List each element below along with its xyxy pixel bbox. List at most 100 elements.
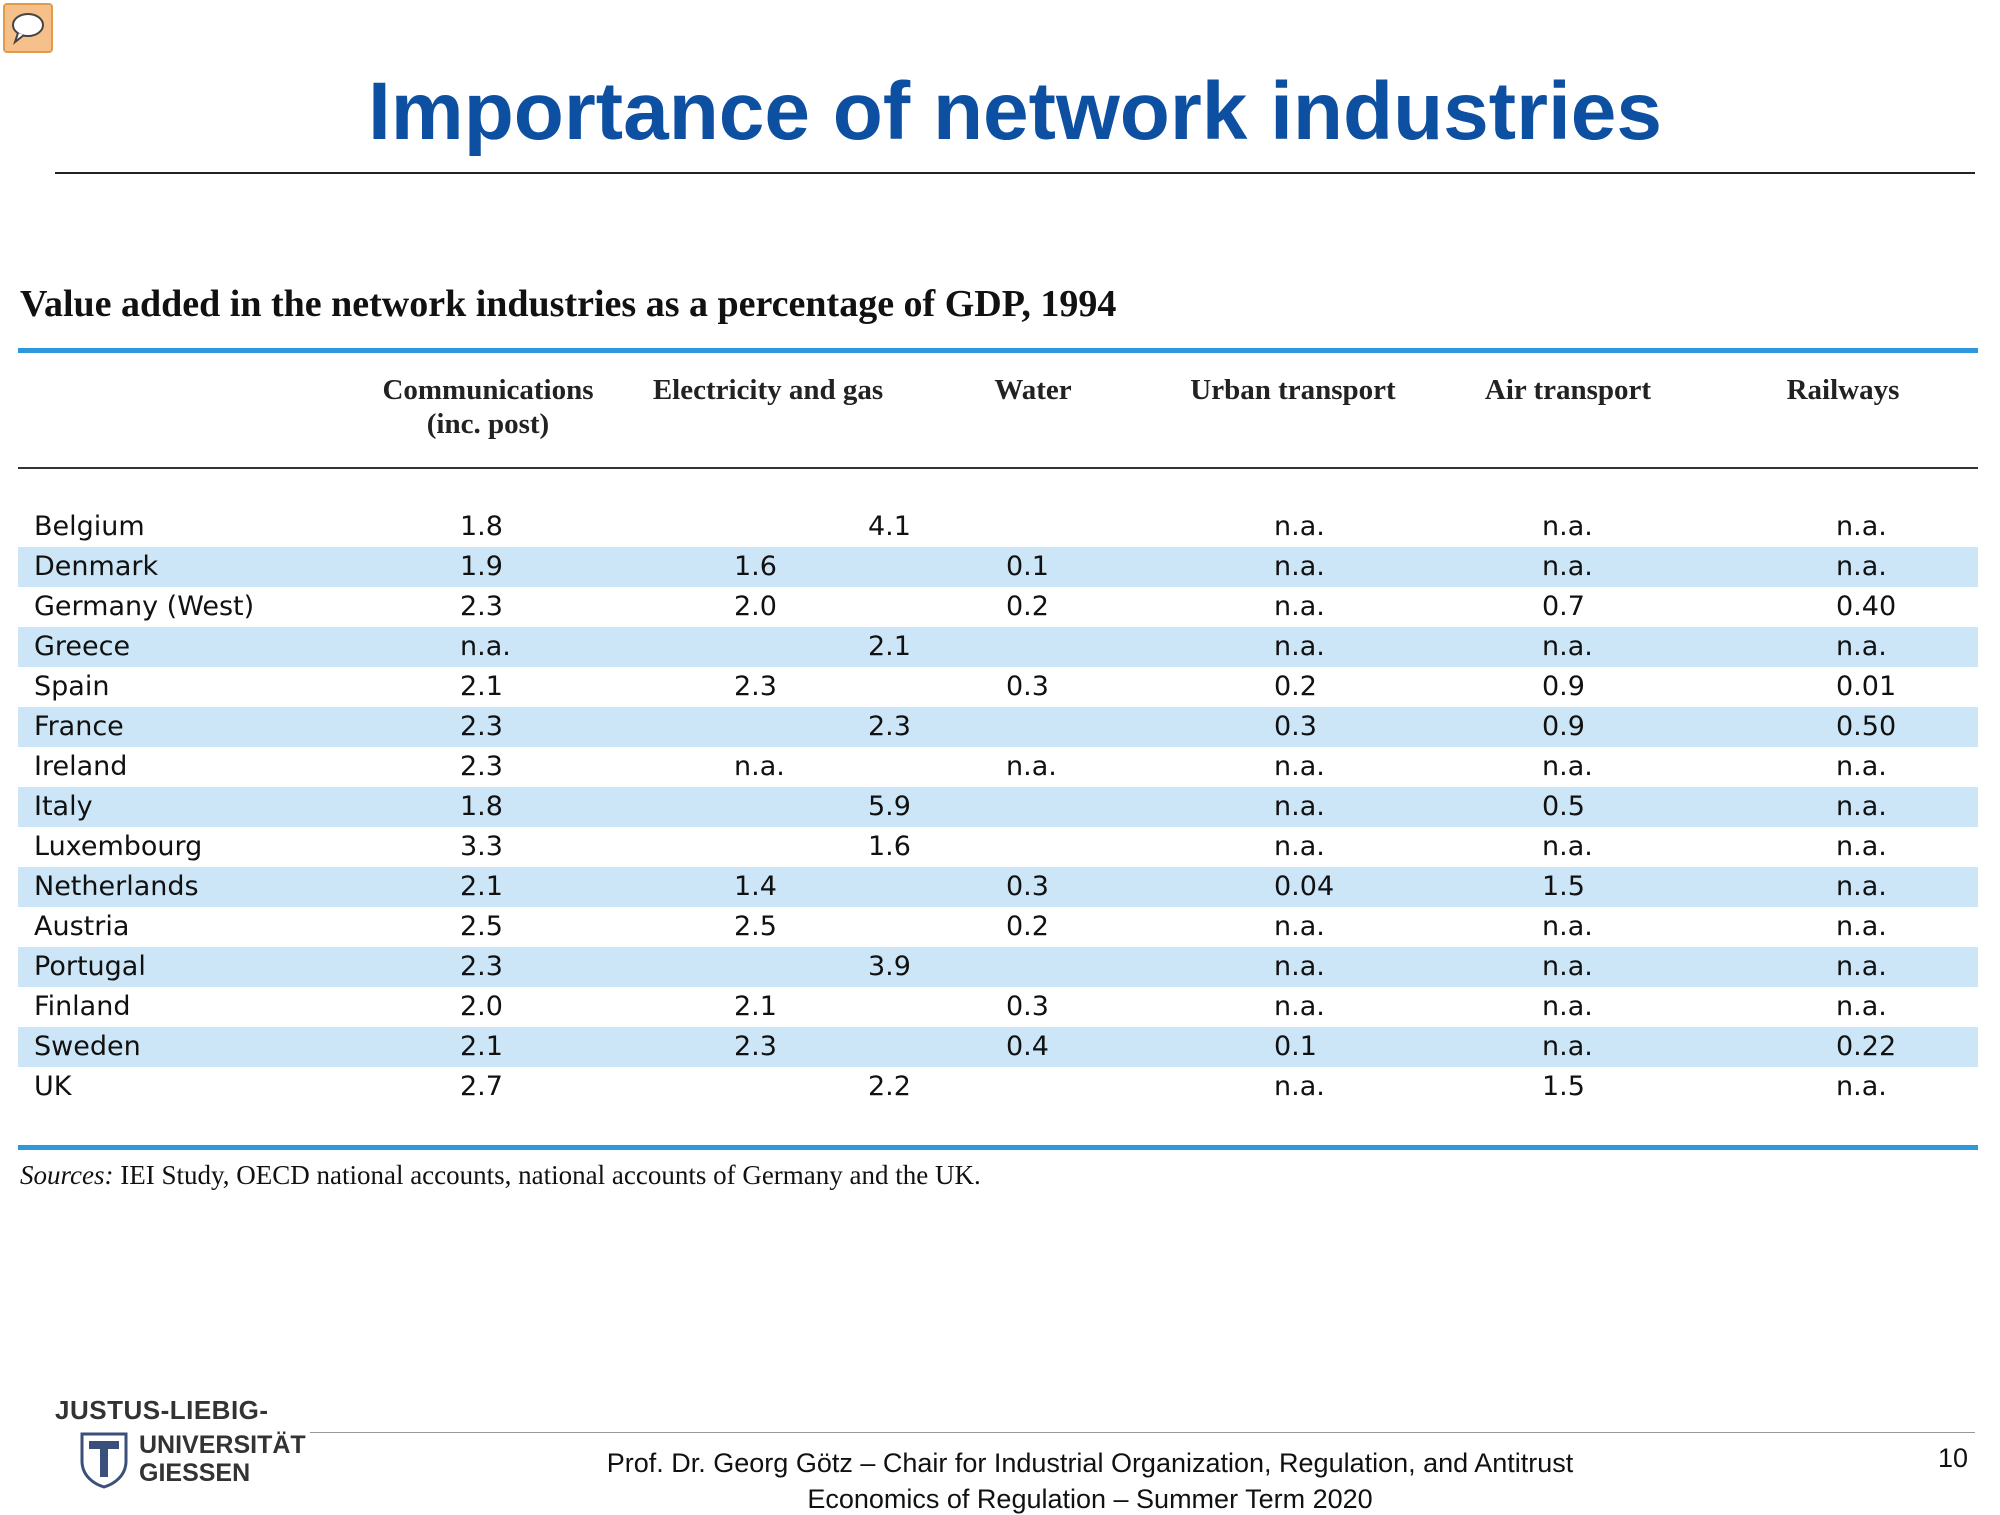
bottom-blue-rule bbox=[18, 1145, 1978, 1150]
electricity-cell: 2.3 bbox=[734, 1031, 777, 1062]
header-communications-line2: (inc. post) bbox=[426, 408, 550, 440]
urban-transport-cell: n.a. bbox=[1274, 951, 1325, 982]
air-transport-cell: 0.9 bbox=[1542, 671, 1585, 702]
logo-line3: GIESSEN bbox=[139, 1459, 251, 1487]
urban-transport-cell: n.a. bbox=[1274, 1071, 1325, 1102]
electricity-water-combined-cell: 3.9 bbox=[868, 951, 911, 982]
comment-icon[interactable] bbox=[3, 3, 53, 53]
air-transport-cell: 0.9 bbox=[1542, 711, 1585, 742]
urban-transport-cell: 0.2 bbox=[1274, 671, 1317, 702]
logo-line1: JUSTUS-LIEBIG- bbox=[55, 1395, 269, 1425]
water-cell: 0.4 bbox=[1006, 1031, 1049, 1062]
communications-cell: 1.9 bbox=[460, 551, 503, 582]
sources-label: Sources: bbox=[20, 1160, 114, 1190]
table-row: UK 2.7 2.2 n.a. 1.5 n.a. bbox=[18, 1067, 1978, 1107]
table-header: Communications (inc. post) Electricity a… bbox=[18, 353, 1978, 469]
air-transport-cell: n.a. bbox=[1542, 991, 1593, 1022]
header-electricity: Electricity and gas bbox=[652, 374, 884, 406]
country-cell: Portugal bbox=[34, 951, 146, 982]
country-cell: Greece bbox=[34, 631, 131, 662]
air-transport-cell: 0.7 bbox=[1542, 591, 1585, 622]
table-row: Austria 2.5 2.5 0.2 n.a. n.a. n.a. bbox=[18, 907, 1978, 947]
water-cell: 0.2 bbox=[1006, 911, 1049, 942]
air-transport-cell: n.a. bbox=[1542, 511, 1593, 542]
communications-cell: 2.7 bbox=[460, 1071, 503, 1102]
air-transport-cell: 1.5 bbox=[1542, 871, 1585, 902]
communications-cell: 3.3 bbox=[460, 831, 503, 862]
railways-cell: n.a. bbox=[1836, 991, 1887, 1022]
country-cell: Belgium bbox=[34, 511, 145, 542]
urban-transport-cell: n.a. bbox=[1274, 551, 1325, 582]
country-cell: Italy bbox=[34, 791, 93, 822]
railways-cell: n.a. bbox=[1836, 871, 1887, 902]
water-cell: 0.3 bbox=[1006, 871, 1049, 902]
country-cell: Austria bbox=[34, 911, 130, 942]
country-cell: Luxembourg bbox=[34, 831, 203, 862]
country-cell: Netherlands bbox=[34, 871, 199, 902]
air-transport-cell: n.a. bbox=[1542, 631, 1593, 662]
country-cell: Finland bbox=[34, 991, 131, 1022]
communications-cell: 1.8 bbox=[460, 511, 503, 542]
air-transport-cell: 1.5 bbox=[1542, 1071, 1585, 1102]
country-cell: Ireland bbox=[34, 751, 128, 782]
page-number: 10 bbox=[1938, 1443, 1969, 1473]
railways-cell: 0.22 bbox=[1836, 1031, 1897, 1062]
table-row: Denmark 1.9 1.6 0.1 n.a. n.a. n.a. bbox=[18, 547, 1978, 587]
communications-cell: 2.1 bbox=[460, 671, 503, 702]
communications-cell: 2.0 bbox=[460, 991, 503, 1022]
railways-cell: n.a. bbox=[1836, 551, 1887, 582]
logo-line2: UNIVERSITÄT bbox=[139, 1431, 306, 1459]
railways-cell: 0.01 bbox=[1836, 671, 1897, 702]
country-cell: France bbox=[34, 711, 124, 742]
urban-transport-cell: 0.04 bbox=[1274, 871, 1335, 902]
water-cell: 0.3 bbox=[1006, 671, 1049, 702]
air-transport-cell: n.a. bbox=[1542, 751, 1593, 782]
urban-transport-cell: n.a. bbox=[1274, 791, 1325, 822]
water-cell: 0.1 bbox=[1006, 551, 1049, 582]
electricity-cell: 2.3 bbox=[734, 671, 777, 702]
electricity-water-combined-cell: 2.3 bbox=[868, 711, 911, 742]
electricity-cell: 2.5 bbox=[734, 911, 777, 942]
electricity-water-combined-cell: 1.6 bbox=[868, 831, 911, 862]
communications-cell: 2.3 bbox=[460, 951, 503, 982]
country-cell: Sweden bbox=[34, 1031, 141, 1062]
railways-cell: 0.40 bbox=[1836, 591, 1897, 622]
electricity-cell: 2.0 bbox=[734, 591, 777, 622]
table-row: Finland 2.0 2.1 0.3 n.a. n.a. n.a. bbox=[18, 987, 1978, 1027]
urban-transport-cell: 0.3 bbox=[1274, 711, 1317, 742]
header-country bbox=[18, 353, 348, 467]
communications-cell: 2.3 bbox=[460, 711, 503, 742]
table-row: Greece n.a. 2.1 n.a. n.a. n.a. bbox=[18, 627, 1978, 667]
university-logo: JUSTUS-LIEBIG- UNIVERSITÄT GIESSEN bbox=[55, 1395, 325, 1489]
table-row: Belgium 1.8 4.1 n.a. n.a. n.a. bbox=[18, 507, 1978, 547]
communications-cell: 1.8 bbox=[460, 791, 503, 822]
urban-transport-cell: n.a. bbox=[1274, 511, 1325, 542]
electricity-water-combined-cell: 2.1 bbox=[868, 631, 911, 662]
urban-transport-cell: n.a. bbox=[1274, 751, 1325, 782]
table-row: Germany (West) 2.3 2.0 0.2 n.a. 0.7 0.40 bbox=[18, 587, 1978, 627]
country-cell: Denmark bbox=[34, 551, 159, 582]
railways-cell: 0.50 bbox=[1836, 711, 1897, 742]
communications-cell: 2.3 bbox=[460, 591, 503, 622]
electricity-cell: 1.6 bbox=[734, 551, 777, 582]
air-transport-cell: 0.5 bbox=[1542, 791, 1585, 822]
header-communications: Communications (inc. post) bbox=[348, 353, 628, 467]
water-cell: 0.3 bbox=[1006, 991, 1049, 1022]
electricity-water-combined-cell: 4.1 bbox=[868, 511, 911, 542]
footer-author: Prof. Dr. Georg Götz – Chair for Industr… bbox=[606, 1448, 1574, 1478]
air-transport-cell: n.a. bbox=[1542, 911, 1593, 942]
railways-cell: n.a. bbox=[1836, 1071, 1887, 1102]
urban-transport-cell: n.a. bbox=[1274, 911, 1325, 942]
table-row: Italy 1.8 5.9 n.a. 0.5 n.a. bbox=[18, 787, 1978, 827]
top-blue-rule bbox=[18, 348, 1978, 353]
table-row: Luxembourg 3.3 1.6 n.a. n.a. n.a. bbox=[18, 827, 1978, 867]
communications-cell: n.a. bbox=[460, 631, 511, 662]
header-communications-line1: Communications bbox=[382, 374, 594, 406]
communications-cell: 2.3 bbox=[460, 751, 503, 782]
water-cell: 0.2 bbox=[1006, 591, 1049, 622]
country-cell: UK bbox=[34, 1071, 72, 1102]
table-caption: Value added in the network industries as… bbox=[20, 283, 1117, 325]
header-air-transport: Air transport bbox=[1484, 374, 1652, 406]
table-row: France 2.3 2.3 0.3 0.9 0.50 bbox=[18, 707, 1978, 747]
air-transport-cell: n.a. bbox=[1542, 831, 1593, 862]
